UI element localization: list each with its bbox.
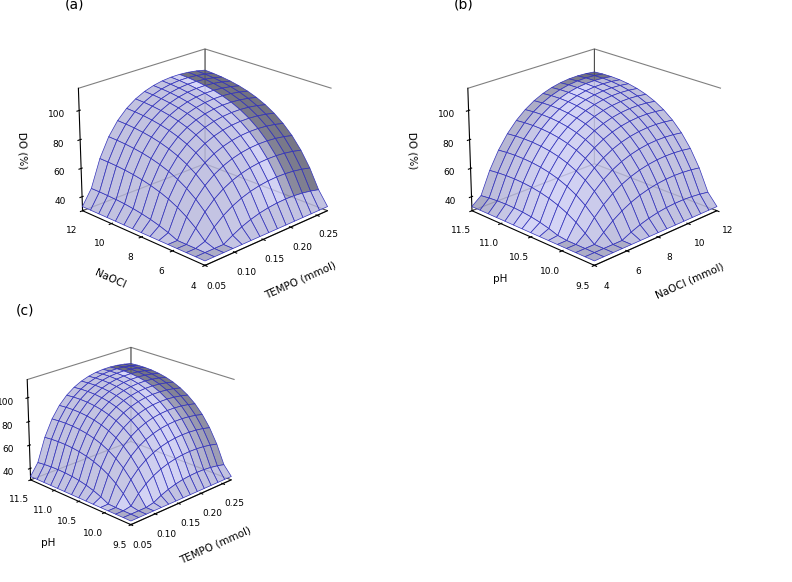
Y-axis label: pH: pH [493, 274, 507, 284]
X-axis label: TEMPO (mmol): TEMPO (mmol) [264, 260, 338, 301]
Text: (b): (b) [454, 0, 474, 12]
Text: (c): (c) [16, 303, 34, 317]
X-axis label: NaOCl (mmol): NaOCl (mmol) [654, 261, 725, 300]
Y-axis label: NaOCl: NaOCl [93, 268, 128, 290]
X-axis label: TEMPO (mmol): TEMPO (mmol) [178, 525, 253, 565]
Text: (a): (a) [64, 0, 84, 12]
Y-axis label: pH: pH [40, 538, 55, 548]
